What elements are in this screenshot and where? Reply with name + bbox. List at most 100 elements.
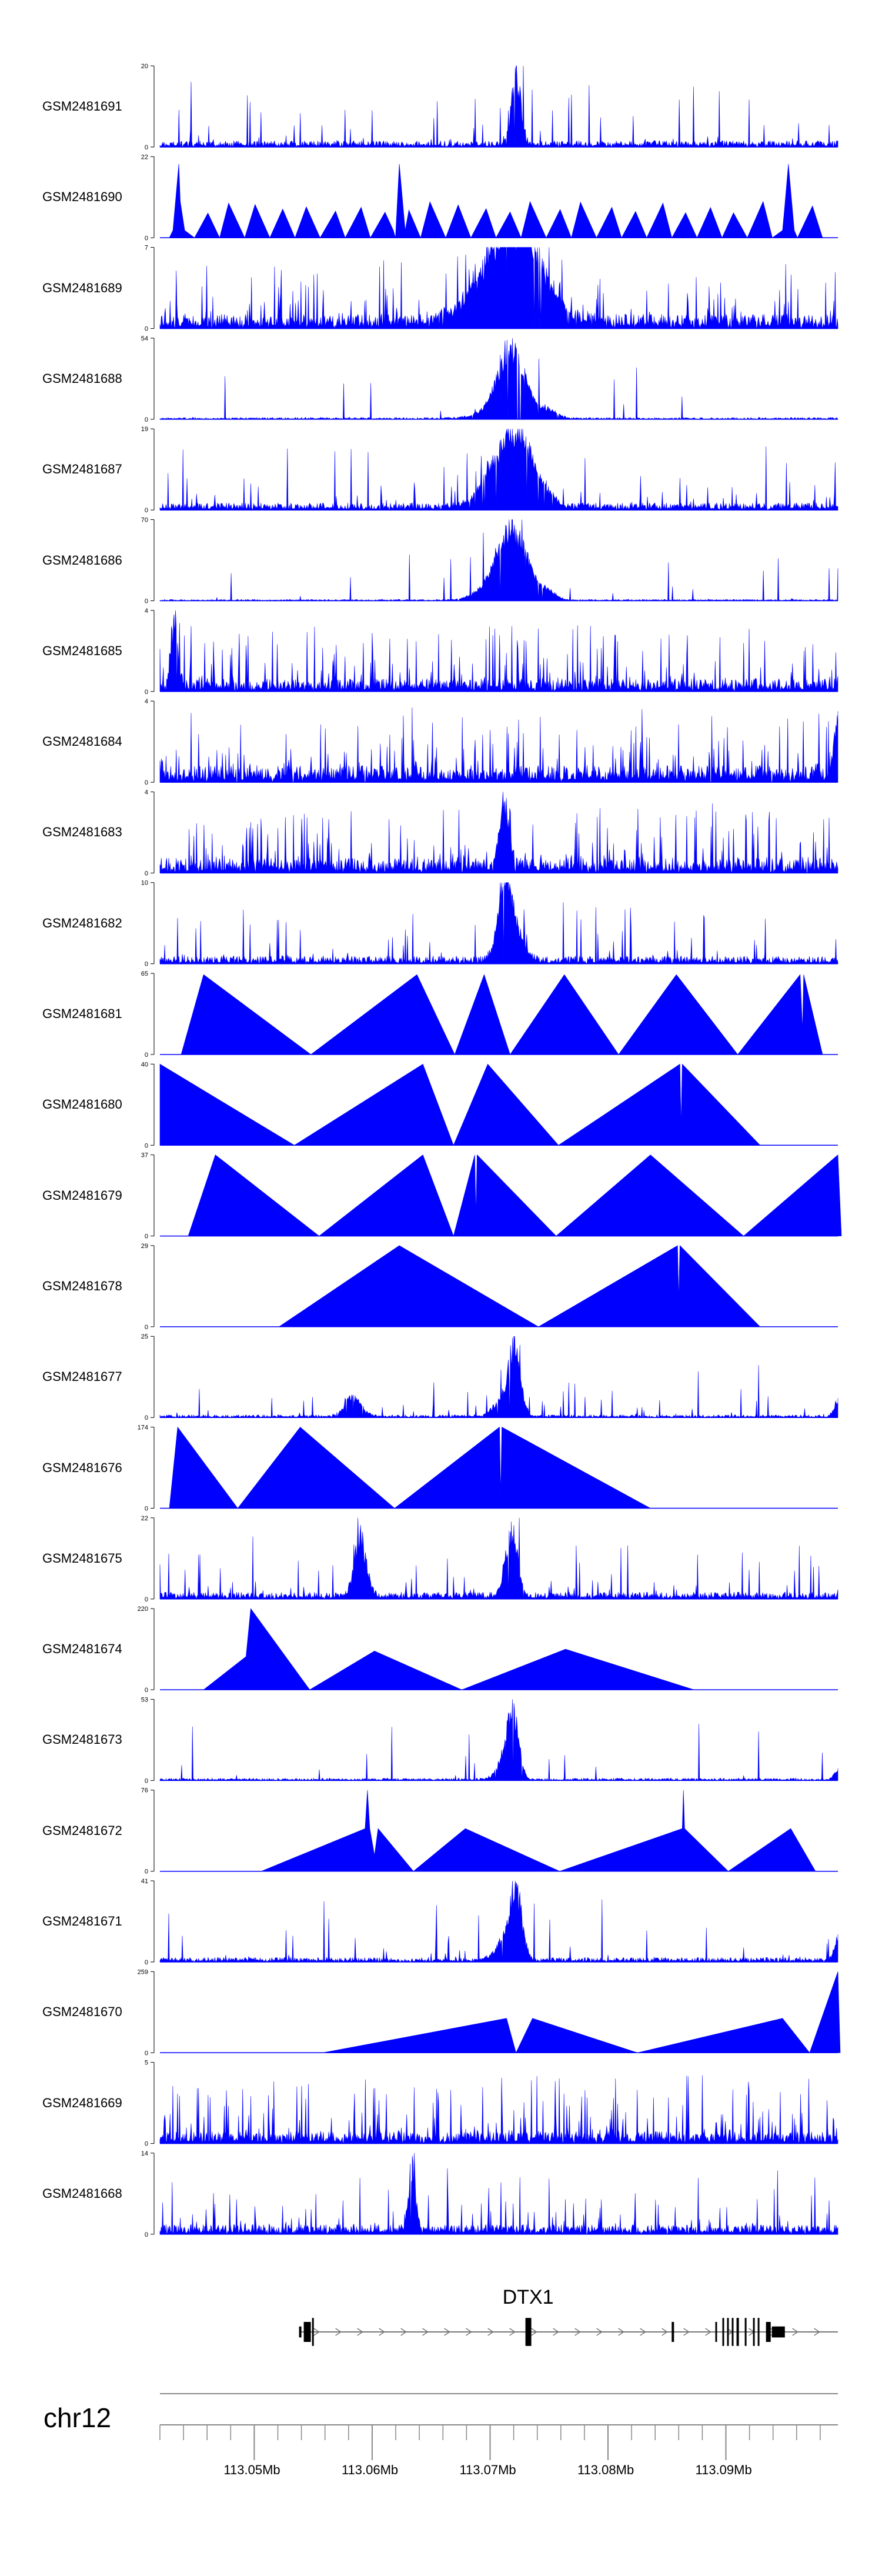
exon [727,2318,729,2346]
track-label: GSM2481683 [42,825,122,840]
strand-arrow [553,2328,559,2336]
y-max-label: 29 [141,1243,148,1250]
track-label: GSM2481678 [42,1278,122,1293]
coverage-area [159,1699,838,1781]
y-max-label: 37 [141,1152,148,1159]
y-min-label: 0 [145,416,148,423]
coverage-area [159,65,838,148]
y-axis: 22 0 [141,1515,155,1603]
y-max-label: 4 [145,698,148,705]
strand-arrow [335,2328,342,2336]
exon [766,2322,771,2342]
track-label: GSM2481687 [42,462,122,477]
track-label: GSM2481689 [42,280,122,295]
y-max-label: 41 [141,1878,148,1885]
y-min-label: 0 [145,2141,148,2148]
y-min-label: 0 [145,1687,148,1694]
track-label: GSM2481674 [42,1641,122,1657]
track-label: GSM2481690 [42,189,122,205]
y-max-label: 40 [141,1061,148,1068]
gene-model [299,2318,838,2346]
axis-tick-label: 113.09Mb [695,2462,752,2477]
strand-arrow [400,2328,407,2336]
y-max-label: 53 [141,1696,148,1703]
y-max-label: 4 [145,608,148,615]
strand-arrow [444,2328,450,2336]
exon [525,2318,532,2346]
track-label: GSM2481670 [42,2004,122,2020]
y-axis: 70 [145,245,155,333]
exon [722,2318,724,2346]
coverage-area [159,610,838,692]
y-axis: 54 0 [141,335,155,423]
track-label: GSM2481680 [42,1097,122,1112]
strand-arrow [683,2328,690,2336]
y-min-label: 0 [145,326,148,333]
track-label: GSM2481682 [42,915,122,930]
y-min-label: 0 [145,689,148,696]
y-axis: 22 0 [141,154,155,242]
y-max-label: 25 [141,1333,148,1340]
y-min-label: 0 [145,1052,148,1059]
y-axis: 40 [145,698,155,786]
y-max-label: 70 [141,517,148,524]
exon [744,2318,747,2346]
coverage-area [169,1426,651,1509]
strand-arrow [466,2328,472,2336]
y-max-label: 54 [141,335,148,342]
strand-arrow [313,2328,320,2336]
y-min-label: 0 [145,1324,148,1331]
y-min-label: 0 [145,598,148,605]
strand-arrow [574,2328,581,2336]
y-axis: 40 [145,789,155,877]
y-min-label: 0 [145,1777,148,1784]
strand-arrow [705,2328,711,2336]
strand-arrow [662,2328,668,2336]
axis-tick-label: 113.05Mb [223,2462,280,2477]
coverage-area [188,1154,842,1237]
strand-arrow [357,2328,363,2336]
track-label: GSM2481677 [42,1369,122,1384]
y-min-label: 0 [145,144,148,151]
y-max-label: 22 [141,154,148,161]
y-min-label: 0 [145,1142,148,1149]
track-label: GSM2481676 [42,1460,122,1475]
coverage-area [159,708,838,783]
y-max-label: 20 [141,63,148,70]
y-axis: 53 0 [141,1696,155,1784]
strand-arrow [596,2328,603,2336]
y-max-label: 259 [138,1968,148,1976]
coverage-area [159,338,838,420]
y-max-label: 174 [138,1424,148,1432]
y-axis: 41 0 [141,1878,155,1966]
coverage-area [278,1245,761,1327]
track-label: GSM2481681 [42,1006,122,1021]
y-max-label: 7 [145,245,148,252]
y-axis: 70 0 [141,517,155,605]
y-min-label: 0 [145,1414,148,1422]
y-axis: 14 0 [141,2150,155,2238]
exon [757,2318,760,2346]
coverage-area [169,163,823,239]
strand-arrow [792,2328,799,2336]
coverage-area [159,1336,838,1419]
y-max-label: 5 [145,2060,148,2067]
track-label: GSM2481669 [42,2095,122,2110]
y-min-label: 0 [145,1868,148,1876]
strand-arrow [531,2328,537,2336]
y-min-label: 0 [145,235,148,242]
strand-arrow [640,2328,646,2336]
exon [312,2318,314,2346]
track-label-column: GSM2481691 GSM2481690 GSM2481689 GSM2481688… [0,0,153,2294]
chromosome-label: chr12 [44,2403,112,2433]
y-axis: 259 0 [138,1968,155,2057]
y-axis: 10 0 [141,880,155,968]
exon [753,2318,755,2346]
exon [736,2318,739,2346]
exon [671,2322,674,2342]
y-min-label: 0 [145,2050,148,2057]
track-label: GSM2481671 [42,1914,122,1928]
strand-arrow [379,2328,385,2336]
strand-arrow [814,2328,820,2336]
y-min-label: 0 [145,1506,148,1513]
